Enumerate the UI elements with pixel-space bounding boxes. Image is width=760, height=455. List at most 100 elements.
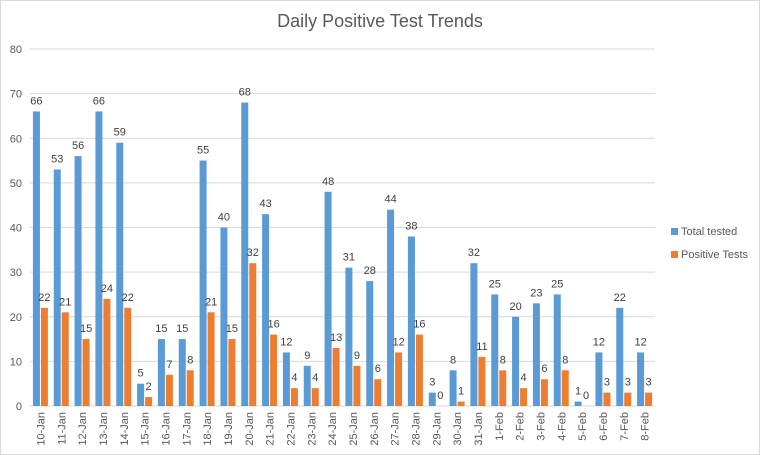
- x-tick-label: 19-Jan: [223, 412, 235, 446]
- bar-total-tested: [470, 263, 478, 406]
- data-label-total-tested: 31: [343, 252, 355, 264]
- x-tick-label: 26-Jan: [369, 412, 381, 446]
- x-tick-label: 29-Jan: [431, 412, 443, 446]
- data-label-total-tested: 3: [429, 377, 435, 389]
- bar-positive-tests: [311, 388, 319, 406]
- bar-positive-tests: [332, 347, 340, 406]
- bar-total-tested: [595, 352, 603, 406]
- data-label-positive-tests: 6: [541, 363, 547, 375]
- data-label-positive-tests: 0: [583, 390, 589, 402]
- data-label-total-tested: 28: [364, 265, 376, 277]
- bar-total-tested: [345, 267, 353, 406]
- data-label-positive-tests: 21: [59, 296, 71, 308]
- bar-total-tested: [32, 111, 40, 406]
- bar-total-tested: [366, 281, 374, 406]
- bar-positive-tests: [61, 312, 69, 406]
- data-label-positive-tests: 21: [205, 296, 217, 308]
- x-tick-label: 27-Jan: [390, 412, 402, 446]
- x-tick-label: 1-Feb: [494, 412, 506, 441]
- bar-total-tested: [282, 352, 290, 406]
- data-label-total-tested: 59: [114, 127, 126, 139]
- data-label-positive-tests: 22: [122, 292, 134, 304]
- data-label-total-tested: 40: [218, 212, 230, 224]
- chart-title: Daily Positive Test Trends: [277, 11, 483, 31]
- y-tick-label: 60: [10, 133, 22, 145]
- data-label-positive-tests: 15: [80, 323, 92, 335]
- data-label-total-tested: 8: [450, 354, 456, 366]
- data-label-total-tested: 15: [176, 323, 188, 335]
- data-label-positive-tests: 4: [312, 372, 318, 384]
- data-label-total-tested: 55: [197, 145, 209, 157]
- bar-total-tested: [428, 392, 436, 406]
- data-label-positive-tests: 16: [413, 319, 425, 331]
- data-label-positive-tests: 8: [187, 354, 193, 366]
- bar-positive-tests: [561, 370, 569, 406]
- data-label-total-tested: 22: [614, 292, 626, 304]
- data-label-positive-tests: 7: [166, 359, 172, 371]
- data-label-total-tested: 12: [280, 336, 292, 348]
- bar-total-tested: [324, 191, 332, 406]
- legend-swatch-total-tested: [671, 228, 678, 235]
- bar-positive-tests: [374, 379, 382, 406]
- bar-total-tested: [491, 294, 499, 406]
- data-label-positive-tests: 22: [38, 292, 50, 304]
- x-tick-label: 30-Jan: [452, 412, 464, 446]
- x-tick-label: 28-Jan: [410, 412, 422, 446]
- data-label-positive-tests: 6: [375, 363, 381, 375]
- bar-total-tested: [178, 339, 186, 406]
- y-tick-label: 50: [10, 178, 22, 190]
- data-label-positive-tests: 8: [500, 354, 506, 366]
- x-tick-label: 7-Feb: [619, 412, 631, 441]
- bar-positive-tests: [540, 379, 548, 406]
- data-label-total-tested: 20: [509, 301, 521, 313]
- x-tick-label: 13-Jan: [98, 412, 110, 446]
- bar-total-tested: [553, 294, 561, 406]
- bars: [32, 102, 653, 407]
- bar-positive-tests: [124, 307, 132, 406]
- bar-positive-tests: [645, 392, 653, 406]
- x-tick-label: 15-Jan: [140, 412, 152, 446]
- data-label-positive-tests: 3: [625, 377, 631, 389]
- data-label-positive-tests: 16: [267, 319, 279, 331]
- bar-positive-tests: [395, 352, 403, 406]
- data-label-total-tested: 12: [593, 336, 605, 348]
- x-tick-label: 20-Jan: [244, 412, 256, 446]
- x-tick-label: 5-Feb: [577, 412, 589, 441]
- data-label-positive-tests: 4: [521, 372, 527, 384]
- bar-positive-tests: [165, 374, 173, 406]
- bar-positive-tests: [82, 339, 90, 406]
- bar-positive-tests: [186, 370, 194, 406]
- x-tick-label: 8-Feb: [640, 412, 652, 441]
- data-label-total-tested: 32: [468, 247, 480, 259]
- data-label-total-tested: 66: [93, 95, 105, 107]
- data-label-total-tested: 53: [51, 153, 63, 165]
- x-tick-label: 23-Jan: [306, 412, 318, 446]
- data-label-total-tested: 56: [72, 140, 84, 152]
- legend-label-total-tested: Total tested: [681, 226, 737, 238]
- data-labels: 6622532156156624592252157158552140156832…: [30, 87, 651, 402]
- x-tick-label: 17-Jan: [181, 412, 193, 446]
- bar-positive-tests: [603, 392, 611, 406]
- bar-positive-tests: [145, 397, 153, 406]
- y-tick-label: 80: [10, 44, 22, 56]
- x-tick-label: 6-Feb: [598, 412, 610, 441]
- bar-positive-tests: [499, 370, 507, 406]
- y-tick-label: 0: [16, 401, 22, 413]
- bar-total-tested: [220, 227, 228, 406]
- y-tick-label: 10: [10, 356, 22, 368]
- bar-positive-tests: [207, 312, 215, 406]
- bar-total-tested: [387, 209, 395, 406]
- legend: Total tested Positive Tests: [671, 226, 749, 261]
- data-label-positive-tests: 12: [392, 336, 404, 348]
- data-label-total-tested: 1: [575, 386, 581, 398]
- bar-positive-tests: [270, 334, 278, 406]
- bar-total-tested: [303, 365, 311, 406]
- data-label-total-tested: 12: [634, 336, 646, 348]
- bar-total-tested: [241, 102, 249, 407]
- data-label-positive-tests: 15: [226, 323, 238, 335]
- data-label-positive-tests: 0: [437, 390, 443, 402]
- x-tick-label: 11-Jan: [56, 412, 68, 445]
- bar-total-tested: [95, 111, 103, 406]
- data-label-total-tested: 23: [530, 287, 542, 299]
- data-label-total-tested: 66: [30, 95, 42, 107]
